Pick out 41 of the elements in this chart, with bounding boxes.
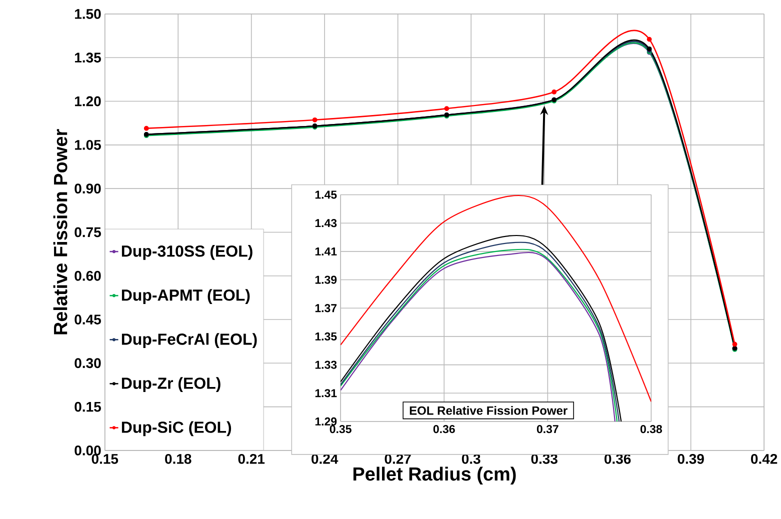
x-axis-title: Pellet Radius (cm) (353, 466, 516, 484)
legend-label: Dup-FeCrAl (EOL) (122, 332, 257, 348)
y-tick-label: 1.50 (75, 8, 101, 19)
text: EOL Relative Fission Power (410, 406, 568, 415)
y-tick-label: 1.33 (315, 360, 337, 369)
y-tick-label: 1.29 (315, 417, 337, 426)
y-tick-label: 1.05 (75, 140, 101, 150)
y-tick-label: 1.37 (315, 304, 337, 312)
x-tick-label: 0.18 (165, 454, 192, 464)
x-tick-label: 0.38 (640, 424, 662, 433)
y-tick-label: 0.30 (74, 358, 101, 368)
y-axis-title: Relative Fission Power (53, 128, 68, 334)
x-tick-label: 0.35 (330, 424, 352, 433)
x-tick-label: 0.39 (678, 454, 704, 464)
y-tick-label: 0.60 (74, 270, 101, 281)
y-tick-label: 0.75 (74, 227, 101, 237)
legend-label: Dup-APMT (EOL) (122, 288, 250, 304)
y-tick-label: 0.45 (74, 314, 101, 324)
x-tick-label: 0.42 (751, 454, 778, 464)
x-tick-label: 0.33 (531, 454, 558, 464)
y-tick-label: 1.39 (315, 276, 337, 284)
y-tick-label: 1.45 (315, 190, 337, 199)
x-tick-label: 0.21 (238, 454, 265, 464)
y-tick-label: 1.35 (315, 332, 337, 340)
y-tick-label: 0.90 (74, 183, 101, 194)
y-tick-label: 1.43 (315, 218, 337, 227)
y-tick-label: 1.35 (75, 52, 101, 62)
y-tick-label: 1.20 (75, 96, 101, 106)
x-tick-label: 0.36 (604, 454, 631, 464)
y-tick-label: 0.15 (74, 402, 101, 412)
x-tick-label: 0.36 (433, 424, 455, 433)
y-tick-label: 1.41 (315, 247, 337, 256)
x-tick-label: 0.37 (536, 424, 558, 433)
x-tick-label: 0.15 (92, 454, 118, 464)
legend-label: Dup-Zr (EOL) (122, 376, 220, 392)
x-tick-label: 0.3 (462, 454, 480, 464)
x-tick-label: 0.24 (312, 454, 338, 464)
legend-label: Dup-310SS (EOL) (122, 244, 252, 260)
y-tick-label: 1.31 (315, 388, 337, 398)
legend-label: Dup-SiC (EOL) (122, 421, 232, 436)
y-tick-label: 0.00 (74, 445, 101, 456)
